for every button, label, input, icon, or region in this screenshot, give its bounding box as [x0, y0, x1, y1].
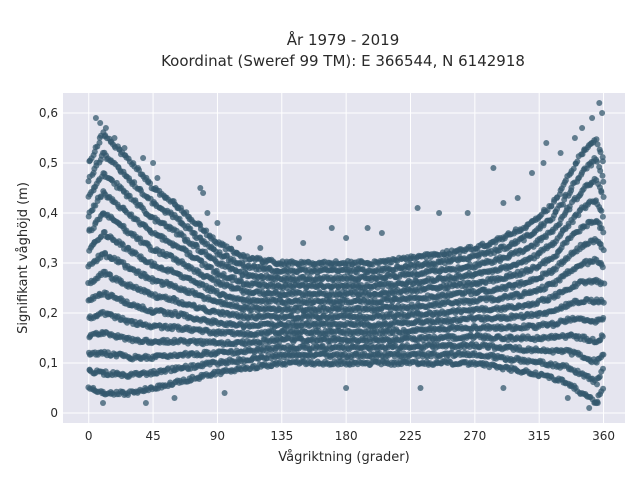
- data-point: [574, 158, 581, 165]
- data-points: [85, 100, 608, 411]
- chart-title-line2: Koordinat (Sweref 99 TM): E 366544, N 61…: [161, 52, 525, 70]
- data-point: [203, 227, 210, 234]
- data-point: [208, 264, 215, 271]
- data-point: [96, 139, 103, 146]
- data-point: [101, 229, 108, 235]
- data-point: [92, 202, 99, 209]
- data-point: [91, 148, 98, 155]
- chart-title-line1: År 1979 - 2019: [287, 30, 400, 49]
- data-point: [131, 179, 138, 186]
- data-point: [147, 180, 154, 187]
- data-point: [89, 207, 96, 213]
- data-point: [594, 381, 600, 388]
